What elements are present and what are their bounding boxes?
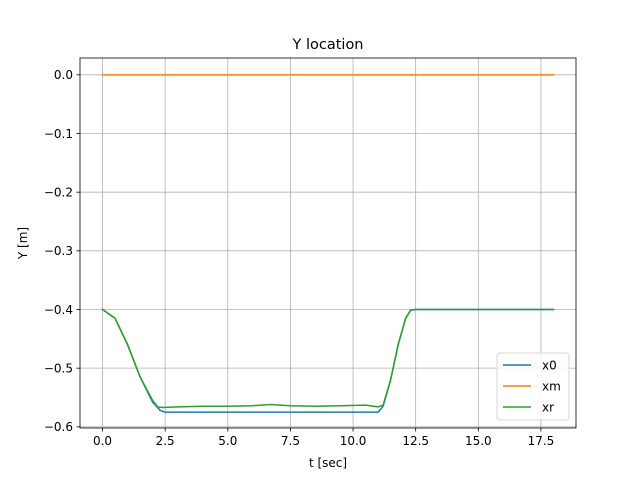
- x-tick-label: 5.0: [218, 434, 237, 448]
- y-tick-label: −0.4: [44, 303, 73, 317]
- x-axis-label: t [sec]: [309, 456, 347, 470]
- y-tick-label: −0.6: [44, 420, 73, 434]
- legend-label-xr: xr: [542, 400, 554, 414]
- x-tick-label: 0.0: [93, 434, 112, 448]
- axes-frame: [79, 57, 577, 429]
- x-tick-label: 7.5: [281, 434, 300, 448]
- legend: x0 xm xr: [496, 352, 570, 421]
- y-tick-label: 0.0: [54, 68, 73, 82]
- x-tick-label: 15.0: [465, 434, 492, 448]
- y-tick-label: −0.2: [44, 185, 73, 199]
- legend-box: [496, 352, 570, 421]
- legend-label-x0: x0: [542, 358, 557, 372]
- x-tick-label: 17.5: [528, 434, 555, 448]
- y-tick-label: −0.3: [44, 244, 73, 258]
- series-lines: [101, 74, 555, 413]
- chart-title: Y location: [292, 37, 364, 53]
- y-tick-label: −0.5: [44, 361, 73, 375]
- x-tick-label: 2.5: [156, 434, 175, 448]
- y-axis-label: Y [m]: [16, 227, 30, 260]
- axis-ticks: 0.0 2.5 5.0 7.5 10.0 12.5 15.0 17.5 0.0 −0.1 −0.2 −…: [44, 68, 554, 448]
- y-tick-label: −0.1: [44, 127, 73, 141]
- x-tick-label: 12.5: [402, 434, 429, 448]
- legend-label-xm: xm: [542, 379, 561, 393]
- series-line-xr: [101, 308, 555, 409]
- x-tick-label: 10.0: [340, 434, 367, 448]
